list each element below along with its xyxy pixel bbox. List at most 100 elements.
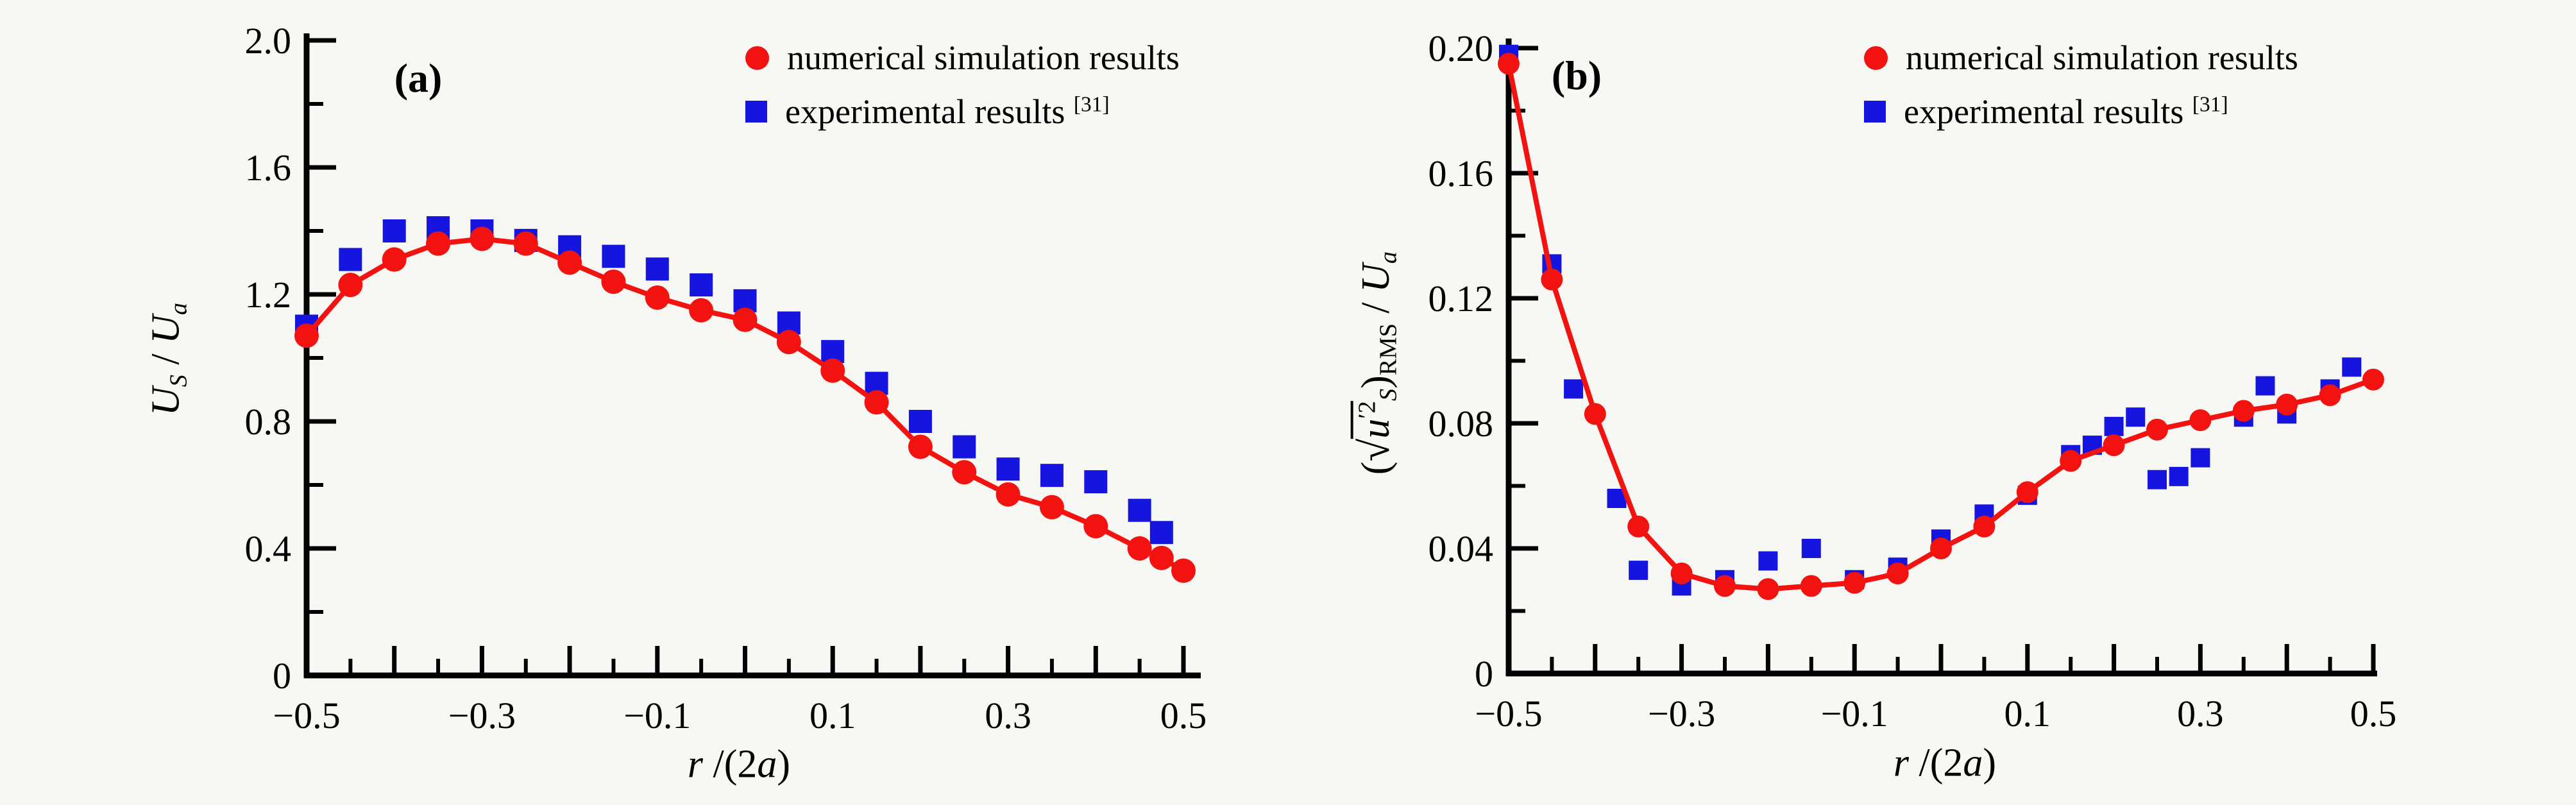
- data-point-simulation: [2232, 400, 2255, 422]
- data-point-experiment: [645, 257, 669, 281]
- label-token: U: [1353, 264, 1398, 292]
- data-point-simulation: [2146, 418, 2168, 441]
- data-point-simulation: [1886, 563, 1909, 584]
- legend-label-simulation: numerical simulation results: [1906, 38, 2298, 78]
- data-point-simulation: [733, 307, 758, 332]
- tick-labels: −0.5 −0.3 −0.1 0.1 0.3 0.5 0 0.4 0.8 1.2 1.6 2.0: [245, 20, 1207, 736]
- data-point-experiment: [908, 410, 932, 433]
- label-token: U: [144, 387, 188, 416]
- data-point-simulation: [601, 269, 626, 294]
- data-point-experiment: [690, 273, 713, 297]
- label-token: a: [757, 742, 777, 786]
- red-circle-icon: [745, 46, 769, 70]
- legend-item-simulation-b: numerical simulation results: [1864, 38, 2298, 78]
- label-token: ): [1983, 741, 1997, 785]
- data-point-simulation: [2103, 434, 2125, 457]
- data-point-simulation: [557, 250, 582, 275]
- data-point-experiment: [953, 435, 976, 459]
- data-point-experiment: [2169, 466, 2189, 486]
- data-point-simulation: [1627, 515, 1650, 538]
- label-token: /(2: [1909, 741, 1963, 785]
- data-point-experiment: [2126, 407, 2146, 427]
- data-point-simulation: [2016, 481, 2038, 504]
- data-point-experiment: [1040, 464, 1063, 487]
- panel-b: −0.5 −0.3 −0.1 0.1 0.3 0.5 0 0.04 0.08 0.12 0.16 0.…: [1428, 28, 2397, 734]
- data-point-simulation: [908, 434, 933, 459]
- label-token: [31]: [1073, 92, 1110, 117]
- y-tick-label: 0: [1475, 653, 1493, 695]
- x-tick-label: 0.1: [2004, 693, 2051, 734]
- x-tick-label: −0.5: [1475, 693, 1542, 734]
- data-point-simulation: [1584, 403, 1606, 425]
- data-point-simulation: [1930, 538, 1952, 559]
- label-token: U: [144, 315, 188, 344]
- label-token: /: [144, 343, 188, 375]
- y-tick-label: 0: [273, 655, 291, 697]
- data-point-experiment: [2148, 470, 2167, 489]
- panel-b-label: (b): [1551, 53, 1602, 98]
- data-point-experiment: [382, 219, 406, 242]
- label-token: √: [1352, 438, 1398, 462]
- data-point-experiment: [602, 244, 625, 268]
- blue-square-icon: [745, 101, 767, 123]
- data-point-experiment: [2255, 376, 2275, 396]
- data-point-experiment: [1629, 561, 1648, 580]
- y-tick-label: 0.4: [245, 528, 292, 570]
- y-tick-label: 0.20: [1428, 28, 1494, 69]
- legend-item-experiment-b: experimental results [31]: [1864, 92, 2228, 131]
- x-tick-label: −0.5: [273, 695, 340, 736]
- x-tick-label: 0.1: [809, 695, 856, 736]
- label-token: ): [777, 742, 791, 786]
- legend-label-simulation: numerical simulation results: [787, 38, 1180, 78]
- label-token: u: [1353, 418, 1398, 439]
- label-token: ): [1353, 375, 1398, 389]
- data-point-simulation: [2276, 393, 2298, 416]
- x-tick-label: −0.3: [448, 695, 516, 736]
- x-tick-label: 0.5: [2350, 693, 2397, 734]
- data-point-simulation: [1843, 572, 1866, 594]
- data-point-simulation: [820, 358, 845, 383]
- label-token: experimental results: [1904, 92, 2192, 131]
- label-token: (: [1353, 461, 1398, 475]
- legend-item-simulation-a: numerical simulation results: [745, 38, 1180, 78]
- label-token: RMS: [1375, 323, 1402, 376]
- data-point-simulation: [1083, 514, 1108, 539]
- y-tick-label: 0.12: [1428, 278, 1494, 319]
- data-point-simulation: [864, 390, 889, 415]
- label-token: numerical simulation results: [1906, 38, 2298, 77]
- data-point-experiment: [1128, 498, 1151, 522]
- label-token: u′2: [1350, 401, 1398, 439]
- series-line-simulation: [304, 236, 1185, 573]
- y-tick-label: 0.08: [1428, 403, 1494, 445]
- label-token: /(2: [703, 742, 758, 786]
- x-tick-label: 0.3: [985, 695, 1031, 736]
- data-point-experiment: [1149, 521, 1173, 545]
- label-token: a: [1963, 741, 1983, 785]
- data-point-experiment: [1801, 539, 1821, 558]
- panel-a-label: (a): [394, 55, 443, 101]
- data-point-simulation: [470, 226, 495, 251]
- data-point-simulation: [513, 231, 538, 256]
- data-point-experiment: [996, 457, 1020, 481]
- x-tick-label: −0.1: [623, 695, 691, 736]
- y-tick-label: 1.6: [245, 147, 292, 189]
- data-point-simulation: [1541, 268, 1563, 291]
- label-token: r: [687, 742, 704, 786]
- data-point-experiment: [2342, 357, 2362, 377]
- tick-labels: −0.5 −0.3 −0.1 0.1 0.3 0.5 0 0.04 0.08 0.12 0.16 0.…: [1428, 28, 2397, 734]
- red-circle-icon: [1864, 46, 1888, 70]
- data-point-experiment: [339, 248, 362, 271]
- data-point-simulation: [382, 247, 407, 272]
- data-point-simulation: [2060, 450, 2082, 472]
- data-point-experiment: [2190, 448, 2210, 468]
- x-axis-title-a: r /(2a): [688, 742, 790, 788]
- y-tick-label: 2.0: [245, 20, 292, 62]
- series-simulation: [1498, 53, 2384, 600]
- data-point-simulation: [996, 482, 1021, 507]
- data-point-simulation: [2189, 409, 2212, 432]
- data-point-simulation: [1714, 575, 1736, 597]
- legend-label-experiment: experimental results [31]: [785, 92, 1110, 131]
- label-token: S: [165, 375, 192, 387]
- data-point-simulation: [1127, 536, 1152, 561]
